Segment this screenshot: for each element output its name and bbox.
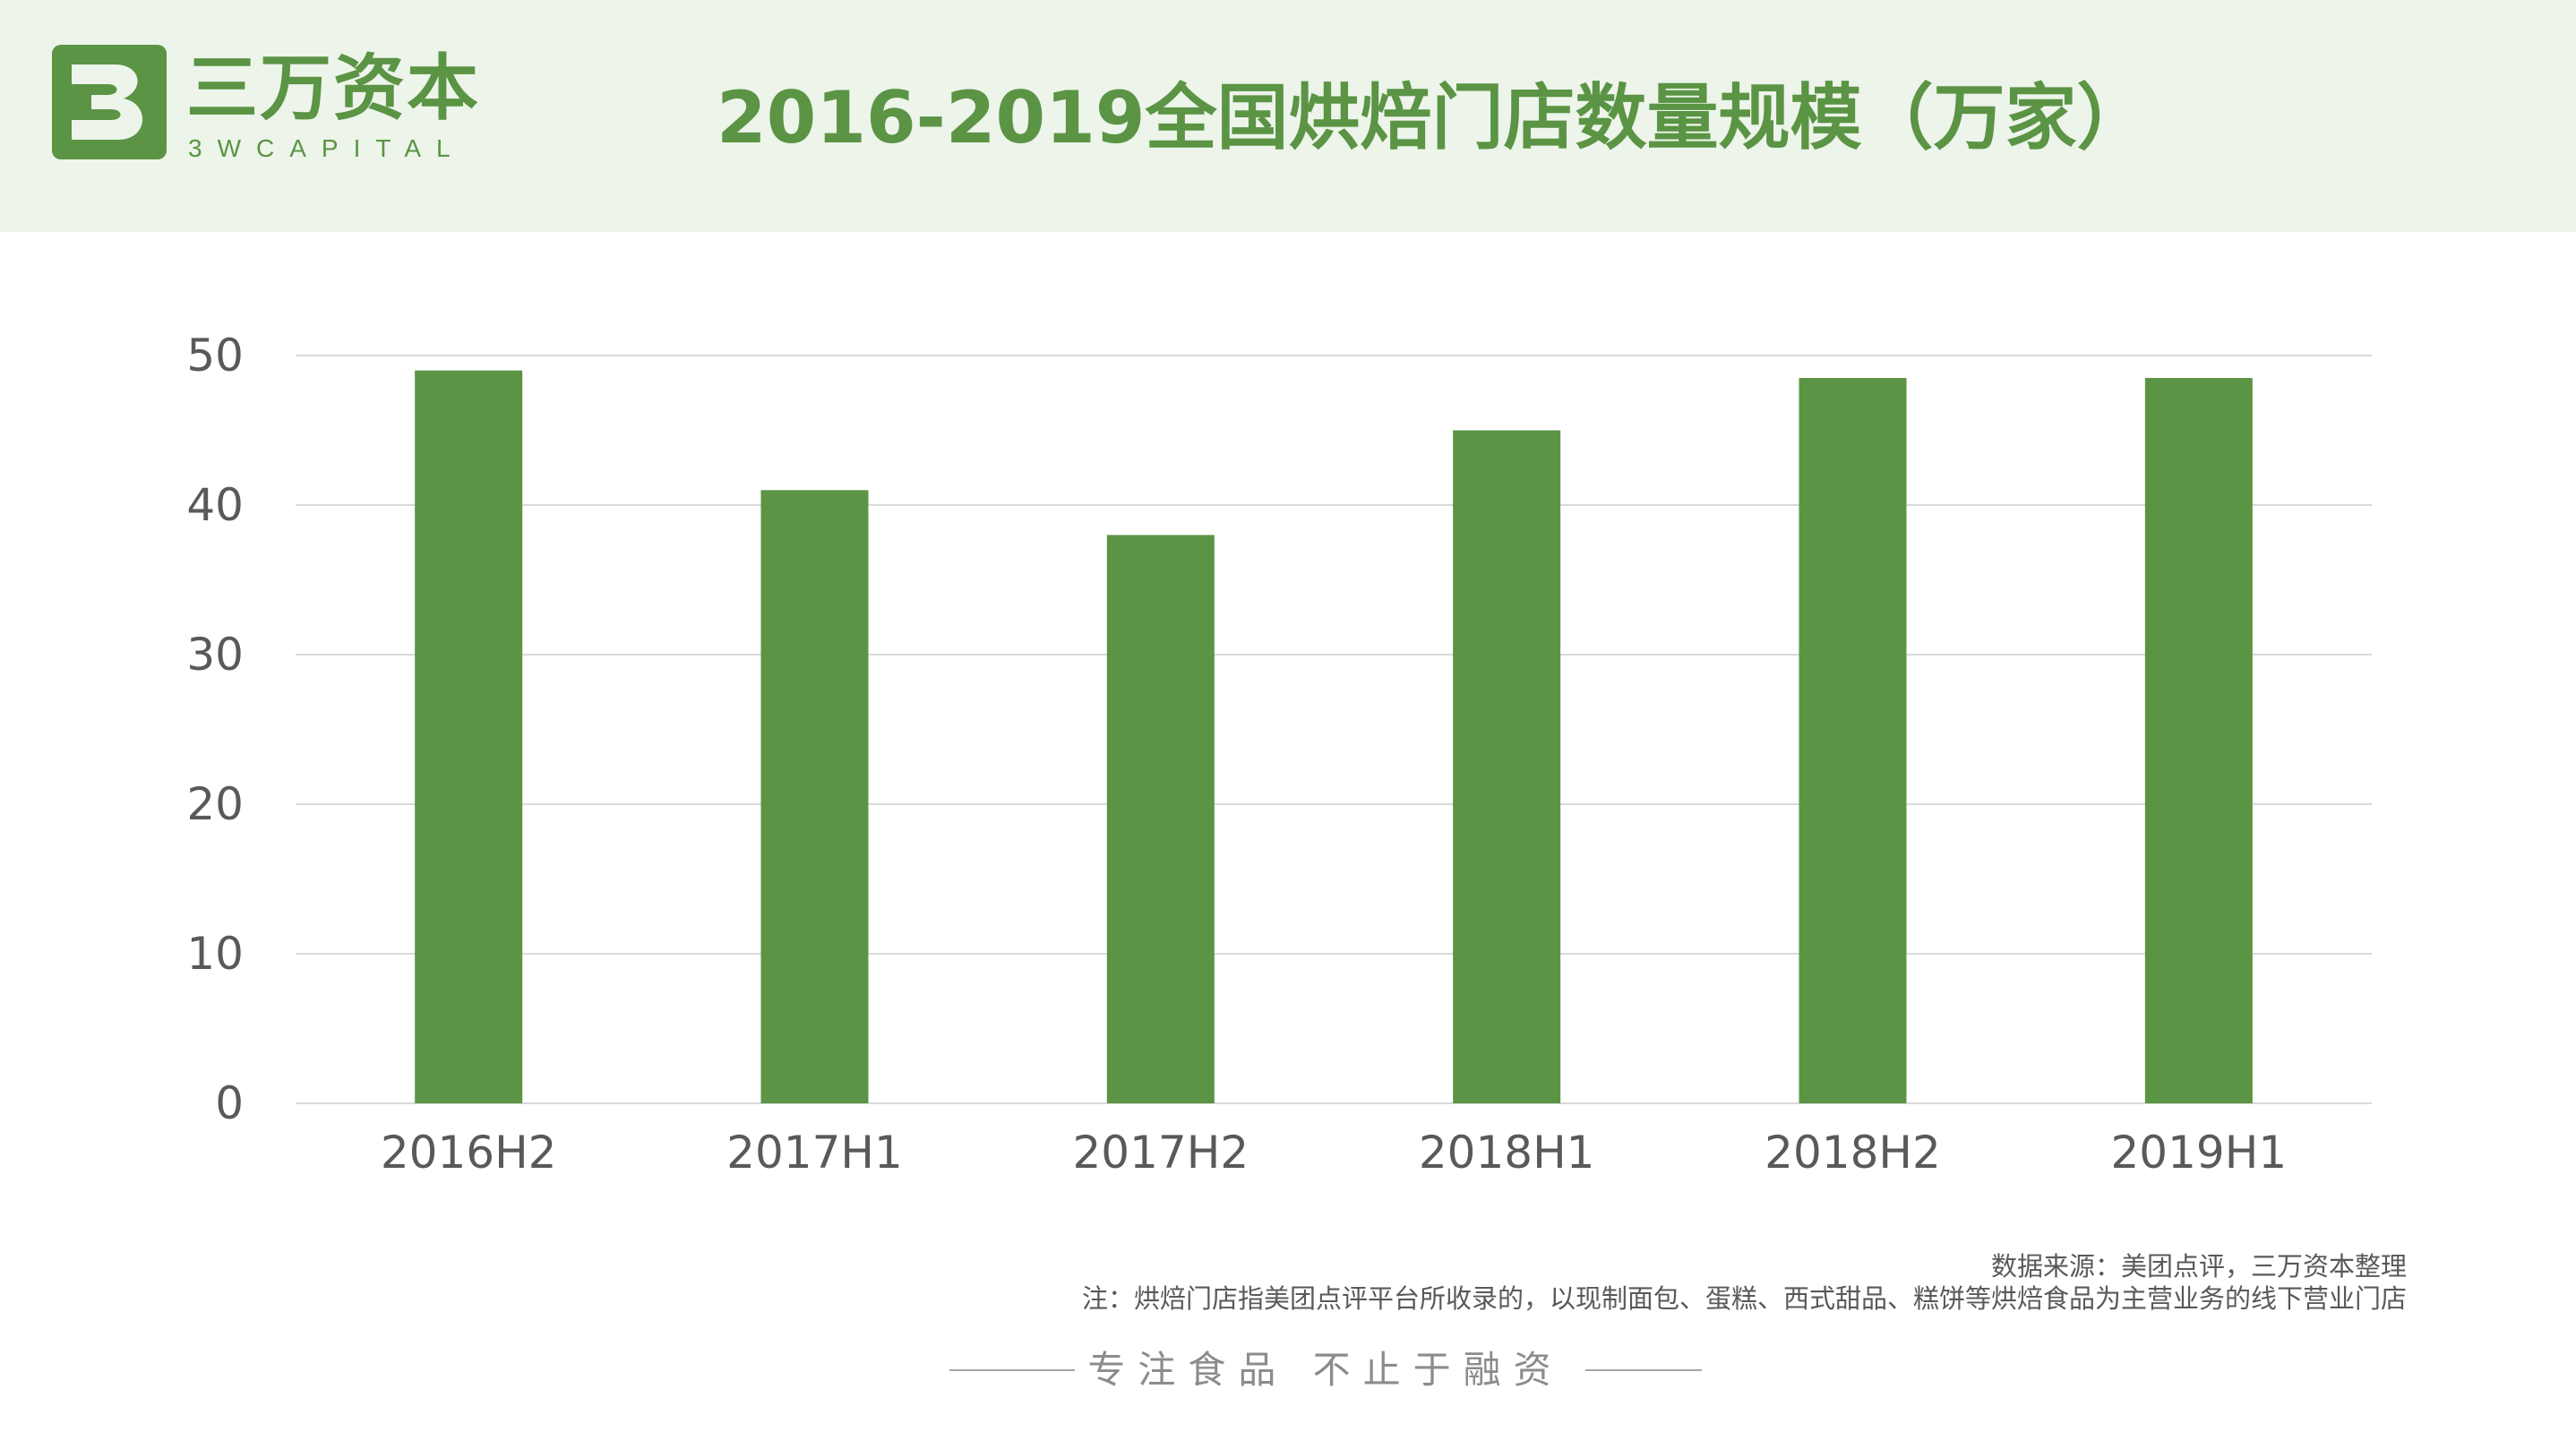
x-tick-label: 2018H1 [1419,1127,1595,1179]
bar-2016H2 [415,370,523,1103]
bar-2018H2 [1799,378,1907,1103]
data-source-text: 数据来源：美团点评，三万资本整理 [1990,1251,2407,1282]
x-tick-label: 2017H1 [726,1127,903,1179]
bar-2017H1 [760,490,869,1103]
bar-2019H1 [2144,378,2253,1103]
y-tick-label: 30 [186,629,244,681]
chart-svg: 0 10 20 30 40 50 2016H2 2017H1 2017H2 2018H1 2018H… [186,330,2372,1179]
bar-2018H1 [1453,430,1561,1103]
footnote-text: 注：烘焙门店指美团点评平台所收录的，以现制面包、蛋糕、西式甜品、糕饼等烘焙食品为… [1081,1283,2407,1314]
logo-chinese-text: 三万资本 [186,47,480,130]
bar-chart: 0 10 20 30 40 50 2016H2 2017H1 2017H2 2018H1 2018H… [0,232,2576,1235]
page-title: 2016-2019全国烘焙门店数量规模（万家） [717,76,2149,159]
header-banner: 三万资本 3WCAPITAL 2016-2019全国烘焙门店数量规模（万家） [0,0,2576,232]
x-tick-label: 2016H2 [381,1127,557,1179]
company-logo: 三万资本 3WCAPITAL [52,45,500,166]
y-tick-label: 10 [186,928,244,980]
logo-english-text: 3WCAPITAL [188,134,466,162]
x-tick-label: 2018H2 [1765,1127,1941,1179]
x-tick-label: 2017H2 [1073,1127,1249,1179]
x-tick-label: 2019H1 [2111,1127,2288,1179]
bar-2017H2 [1106,535,1215,1103]
logo-mark-icon [52,45,167,159]
y-tick-label: 40 [186,479,244,531]
slogan-right-rule [1585,1369,1702,1371]
slogan: 专注食品 不止于融资 [949,1343,1702,1397]
y-tick-label: 0 [215,1077,244,1129]
y-tick-label: 50 [186,330,244,382]
slogan-text: 专注食品 不止于融资 [1087,1348,1564,1392]
y-tick-label: 20 [186,778,244,830]
slogan-left-rule [949,1369,1075,1371]
